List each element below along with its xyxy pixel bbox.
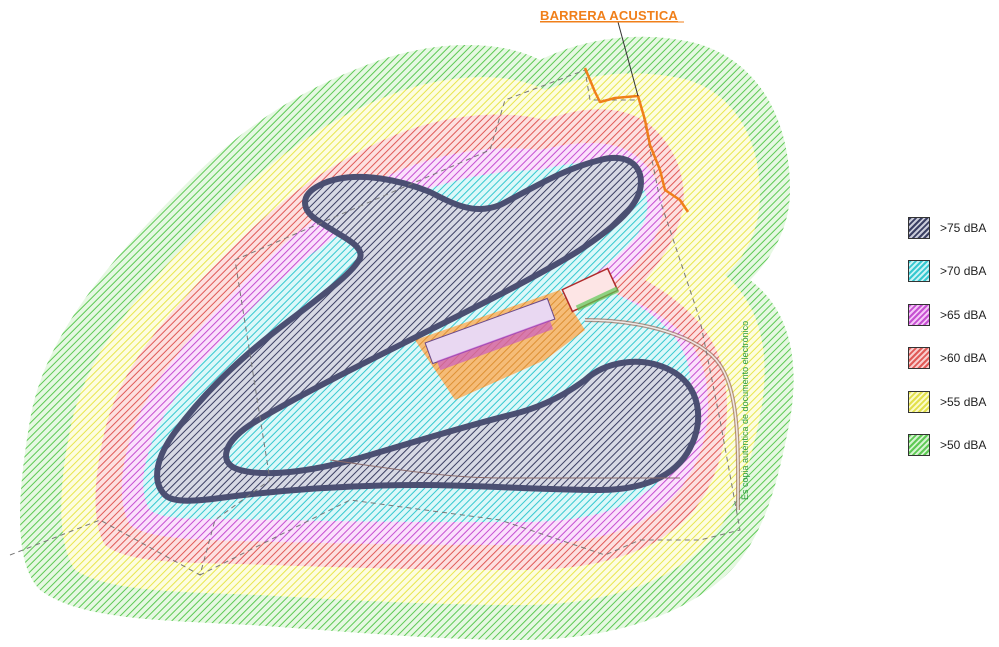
legend-label: >50 dBA	[940, 438, 987, 453]
legend-item: >70 dBA	[908, 250, 996, 294]
legend-label: >60 dBA	[940, 351, 987, 366]
legend-item: >50 dBA	[908, 424, 996, 468]
legend: >75 dBA >70 dBA >65 dBA >60 dBA >55 dBA >50 d…	[908, 206, 996, 467]
legend-swatch	[908, 390, 930, 413]
authenticity-watermark: Es copia auténtica de documento electrón…	[740, 320, 750, 500]
property-boundary	[9, 69, 741, 576]
legend-item: >65 dBA	[908, 293, 996, 337]
racetrack-main	[154, 155, 702, 504]
legend-swatch	[908, 260, 930, 283]
legend-swatch	[908, 347, 930, 370]
legend-label: >70 dBA	[940, 264, 987, 279]
building-icon	[424, 267, 620, 371]
service-road-inner	[584, 319, 739, 511]
legend-item: >60 dBA	[908, 337, 996, 381]
legend-label: >55 dBA	[940, 394, 987, 409]
acoustic-barrier	[583, 67, 690, 213]
legend-item: >75 dBA	[908, 206, 996, 250]
legend-swatch	[908, 303, 930, 326]
legend-label: >75 dBA	[940, 220, 987, 235]
barrier-leader-line	[617, 21, 639, 97]
barrier-title: BARRERA ACUSTICA	[540, 8, 679, 23]
legend-swatch	[908, 216, 930, 239]
legend-item: >55 dBA	[908, 380, 996, 424]
legend-label: >65 dBA	[940, 307, 987, 322]
legend-swatch	[908, 434, 930, 457]
inner-road	[329, 459, 680, 479]
